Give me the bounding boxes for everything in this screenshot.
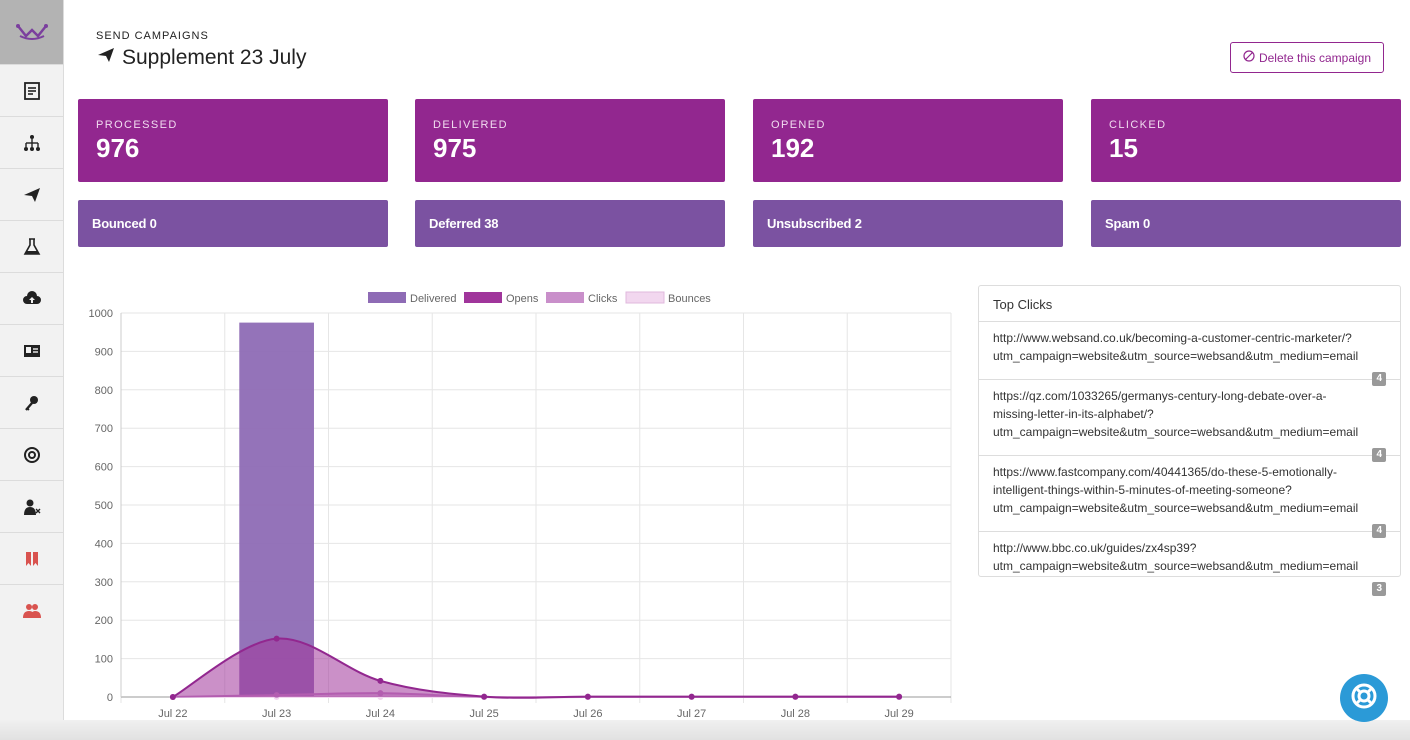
click-count-badge: 3 [1372, 582, 1386, 596]
main-content: SEND CAMPAIGNS Supplement 23 July Delete… [64, 0, 1410, 740]
life-ring-icon [1349, 681, 1379, 716]
page-title-wrap: Supplement 23 July [96, 46, 306, 70]
legend-label: Bounces [668, 293, 711, 305]
list-item[interactable]: https://www.fastcompany.com/40441365/do-… [979, 456, 1400, 538]
stat-label: PROCESSED [96, 119, 178, 131]
x-tick-label: Jul 23 [262, 708, 291, 720]
campaign-chart: 0 100 200 300 400 500 600 700 800 900 1000 Jul 22 Ju… [78, 284, 958, 724]
send-icon[interactable] [0, 168, 63, 220]
list-item[interactable]: https://qz.com/1033265/germanys-century-… [979, 380, 1400, 462]
ban-icon [1243, 50, 1255, 65]
document-icon[interactable] [0, 64, 63, 116]
point-opens [688, 693, 695, 700]
chart-svg: 0 100 200 300 400 500 600 700 800 900 1000 Jul 22 Ju… [89, 291, 952, 720]
help-button[interactable] [1340, 674, 1388, 722]
point-opens [169, 694, 176, 700]
list-item[interactable]: http://www.websand.co.uk/becoming-a-cust… [979, 322, 1400, 386]
page-title: Supplement 23 July [122, 46, 307, 69]
click-count-badge: 4 [1372, 372, 1386, 386]
stat-processed: PROCESSED 976 [78, 99, 388, 182]
point-opens [792, 693, 799, 700]
legend-label: Opens [506, 293, 539, 305]
x-tick-label: Jul 28 [781, 708, 810, 720]
point-opens [377, 677, 384, 684]
legend-swatch [546, 292, 584, 303]
y-tick-label: 400 [95, 538, 113, 550]
bottom-bar [0, 720, 1410, 740]
y-tick-label: 200 [95, 615, 113, 627]
list-item[interactable]: http://www.bbc.co.uk/guides/zx4sp39? utm_… [979, 532, 1400, 596]
sub-stat-deferred: Deferred 38 [415, 200, 725, 247]
y-tick-label: 100 [95, 654, 113, 666]
user-remove-icon[interactable] [0, 480, 63, 532]
point-opens [584, 693, 591, 700]
x-tick-label: Jul 24 [366, 708, 395, 720]
breadcrumb: SEND CAMPAIGNS [96, 30, 209, 42]
sitemap-icon[interactable] [0, 116, 63, 168]
y-tick-label: 0 [107, 692, 113, 704]
top-clicks-panel: Top Clicks http://www.websand.co.uk/beco… [978, 285, 1401, 596]
y-tick-label: 600 [95, 462, 113, 474]
flask-icon[interactable] [0, 220, 63, 272]
click-url: http://www.bbc.co.uk/guides/zx4sp39? utm_… [993, 541, 1359, 573]
legend-swatch [464, 292, 502, 303]
bar-delivered [239, 322, 314, 697]
point-opens [896, 693, 903, 700]
send-icon [96, 46, 116, 70]
top-clicks-title: Top Clicks [979, 286, 1400, 322]
point-opens [273, 635, 280, 642]
stat-delivered: DELIVERED 975 [415, 99, 725, 182]
stat-value: 975 [433, 133, 477, 163]
x-tick-label: Jul 25 [469, 708, 498, 720]
life-ring-icon[interactable] [0, 428, 63, 480]
stat-value: 15 [1109, 133, 1138, 163]
legend-swatch [625, 291, 665, 304]
y-tick-label: 900 [95, 346, 113, 358]
sub-stat-unsubscribed: Unsubscribed 2 [753, 200, 1063, 247]
click-count-badge: 4 [1372, 524, 1386, 538]
stat-value: 192 [771, 133, 815, 163]
click-url: http://www.websand.co.uk/becoming-a-cust… [993, 331, 1359, 363]
bookmark-icon[interactable] [0, 532, 63, 584]
logo-icon[interactable] [0, 0, 63, 64]
id-card-icon[interactable] [0, 324, 63, 376]
delete-campaign-button[interactable]: Delete this campaign [1230, 42, 1384, 73]
users-icon[interactable] [0, 584, 63, 636]
legend-label: Delivered [410, 293, 456, 305]
stat-clicked: CLICKED 15 [1091, 99, 1401, 182]
y-tick-label: 800 [95, 385, 113, 397]
line-opens [172, 637, 900, 699]
key-icon[interactable] [0, 376, 63, 428]
y-tick-label: 500 [95, 500, 113, 512]
cloud-upload-icon[interactable] [0, 272, 63, 324]
click-url: https://www.fastcompany.com/40441365/do-… [993, 465, 1359, 515]
x-tick-label: Jul 22 [158, 708, 187, 720]
click-count-badge: 4 [1372, 448, 1386, 462]
x-tick-label: Jul 27 [677, 708, 706, 720]
area-opens [172, 638, 900, 698]
sub-stat-spam: Spam 0 [1091, 200, 1401, 247]
sub-stat-bounced: Bounced 0 [78, 200, 388, 247]
stat-label: CLICKED [1109, 119, 1167, 131]
legend-swatch [368, 292, 406, 303]
stat-label: DELIVERED [433, 119, 508, 131]
y-tick-label: 1000 [89, 308, 113, 320]
click-url: https://qz.com/1033265/germanys-century-… [993, 389, 1359, 439]
delete-campaign-label: Delete this campaign [1258, 50, 1372, 65]
x-tick-label: Jul 26 [573, 708, 602, 720]
point-opens [481, 693, 488, 700]
stat-value: 976 [96, 133, 140, 163]
stat-label: OPENED [771, 119, 826, 131]
stat-opened: OPENED 192 [753, 99, 1063, 182]
x-tick-label: Jul 29 [884, 708, 913, 720]
legend-label: Clicks [588, 293, 618, 305]
y-tick-label: 700 [95, 423, 113, 435]
y-tick-label: 300 [95, 577, 113, 589]
sidebar [0, 0, 64, 740]
